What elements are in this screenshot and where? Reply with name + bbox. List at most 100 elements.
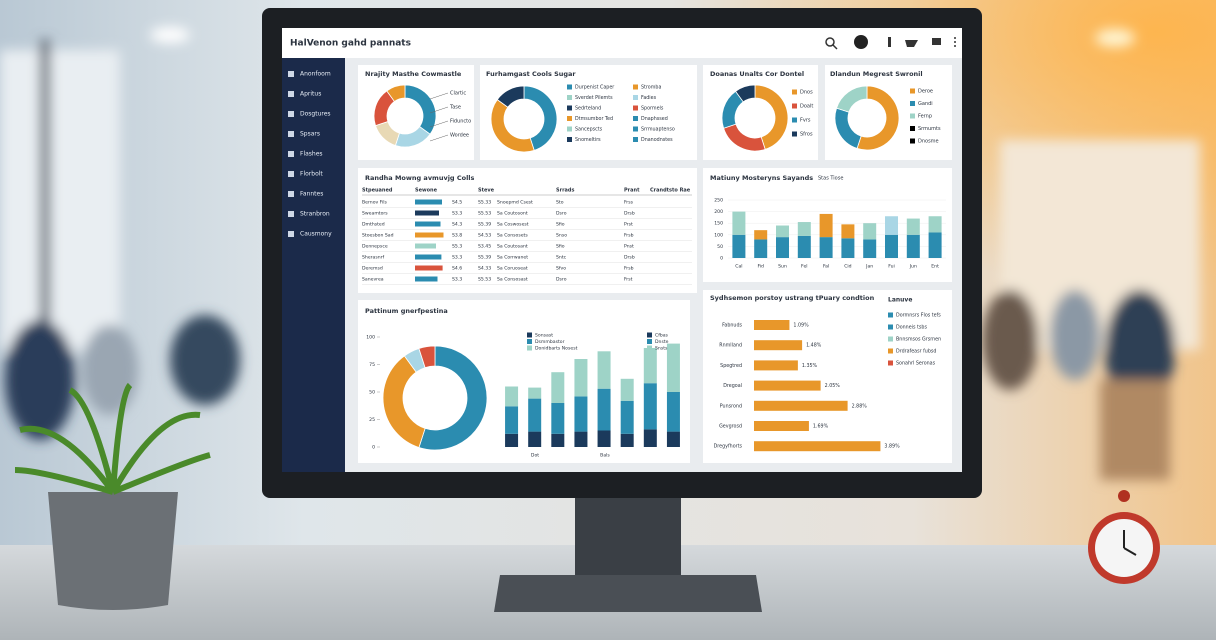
menu-item: Spsars bbox=[300, 131, 320, 138]
menu-icon bbox=[288, 171, 294, 177]
menu-item: Florbolt bbox=[300, 171, 323, 178]
sidebar bbox=[282, 58, 345, 472]
header-icons bbox=[825, 35, 956, 50]
alarm-clock bbox=[1088, 490, 1160, 584]
label: Furhamgast Cools Sugar bbox=[486, 70, 576, 78]
bar bbox=[620, 400, 634, 434]
bar bbox=[620, 433, 634, 447]
label: Snoepmd Csest bbox=[497, 200, 533, 206]
table-bar bbox=[415, 210, 439, 216]
label: S4.3 bbox=[452, 222, 462, 228]
label: Wordee bbox=[450, 133, 469, 139]
bar bbox=[551, 372, 565, 403]
label: Drsb bbox=[624, 255, 635, 261]
menu-item: Fanntes bbox=[300, 191, 323, 198]
label: Sewone bbox=[415, 188, 438, 194]
label: S3.45 bbox=[478, 244, 491, 250]
label: 200 bbox=[714, 209, 723, 215]
bar bbox=[928, 232, 942, 258]
label: S4.53 bbox=[478, 233, 491, 239]
label: 100 bbox=[366, 335, 375, 341]
label: Dnanodnstes bbox=[641, 137, 673, 143]
label: Dsro bbox=[556, 277, 567, 283]
legend-swatch bbox=[633, 105, 638, 111]
label: Pnst bbox=[624, 244, 634, 250]
label: 100 bbox=[714, 232, 723, 238]
label: S4.33 bbox=[478, 266, 491, 272]
label: S5.53 bbox=[478, 277, 491, 283]
label: Dennepsce bbox=[362, 244, 388, 250]
label: Donidbarts Nosest bbox=[535, 346, 578, 352]
label: Frsb bbox=[624, 266, 634, 272]
legend-swatch bbox=[888, 336, 893, 342]
label: Dregoal bbox=[723, 383, 742, 389]
label: Cfbas bbox=[655, 333, 669, 339]
label: Stoesbon Sad bbox=[362, 233, 394, 239]
label: Sa Coutosant bbox=[497, 244, 528, 250]
label: Srrads bbox=[556, 188, 574, 194]
header-bar bbox=[282, 28, 962, 58]
label: Dsro bbox=[556, 211, 567, 217]
label: Snomeltirs bbox=[575, 137, 601, 143]
legend-swatch bbox=[567, 95, 572, 100]
label: Fadies bbox=[641, 95, 657, 101]
label: Bals bbox=[600, 453, 610, 459]
menu-icon bbox=[288, 71, 294, 77]
bar bbox=[797, 235, 811, 258]
label: Srmumts bbox=[918, 126, 941, 132]
label: Dnste bbox=[655, 339, 669, 345]
menu-icon bbox=[288, 111, 294, 117]
bar bbox=[776, 225, 789, 238]
bar bbox=[643, 429, 657, 447]
bar bbox=[754, 421, 809, 431]
bar bbox=[841, 238, 855, 258]
menu-icon bbox=[288, 191, 294, 197]
menu-item: Stranbron bbox=[300, 211, 330, 218]
label: Sntc bbox=[556, 255, 567, 261]
bar bbox=[863, 223, 877, 240]
label: Dsmmbastor bbox=[535, 339, 565, 345]
monitor-neck bbox=[575, 495, 681, 575]
label: S4.6 bbox=[452, 266, 462, 272]
panel bbox=[703, 290, 952, 463]
label: Sfros bbox=[800, 132, 813, 138]
menu-item: Causmony bbox=[300, 231, 332, 238]
label: Prant bbox=[624, 188, 640, 194]
menu-icon bbox=[288, 151, 294, 157]
label: Sweamtors bbox=[362, 211, 388, 217]
label: Dot bbox=[531, 453, 539, 459]
label: Crandtsto Rae bbox=[650, 188, 691, 194]
bar bbox=[574, 359, 588, 397]
label: S3.3 bbox=[452, 211, 462, 217]
bar bbox=[754, 360, 798, 371]
label: Dlandun Megrest Swronil bbox=[830, 70, 923, 78]
label: Donneis tsbs bbox=[896, 325, 927, 331]
label: Gevgrosd bbox=[719, 424, 742, 430]
label: Deroe bbox=[918, 89, 933, 95]
plant bbox=[14, 382, 211, 610]
bar bbox=[643, 348, 657, 384]
label: Dnosme bbox=[918, 139, 939, 145]
label: Sonsast bbox=[535, 333, 553, 339]
label: Sa Coruoseat bbox=[497, 266, 528, 272]
label: Sonahrl Seronas bbox=[896, 361, 936, 367]
legend-swatch bbox=[647, 345, 652, 351]
legend-swatch bbox=[567, 105, 572, 111]
label: Clartic bbox=[450, 91, 466, 97]
blurred-office bbox=[0, 27, 1200, 480]
label: Jun bbox=[909, 264, 917, 270]
bar bbox=[643, 383, 657, 430]
label: Dtmsumbor Ted bbox=[575, 116, 613, 122]
label: Sherasnrf bbox=[362, 255, 385, 261]
label: Snso bbox=[556, 233, 567, 239]
label: Sfvo bbox=[556, 266, 566, 272]
label: Sto bbox=[556, 200, 564, 206]
donut-segment bbox=[418, 345, 436, 369]
menu-item: Anonfoom bbox=[300, 71, 331, 78]
legend-swatch bbox=[888, 348, 893, 354]
label: Fabnuds bbox=[722, 323, 742, 329]
label: Sedrteland bbox=[575, 106, 601, 112]
panels bbox=[358, 65, 952, 463]
menu-item: Dosgtures bbox=[300, 111, 331, 118]
